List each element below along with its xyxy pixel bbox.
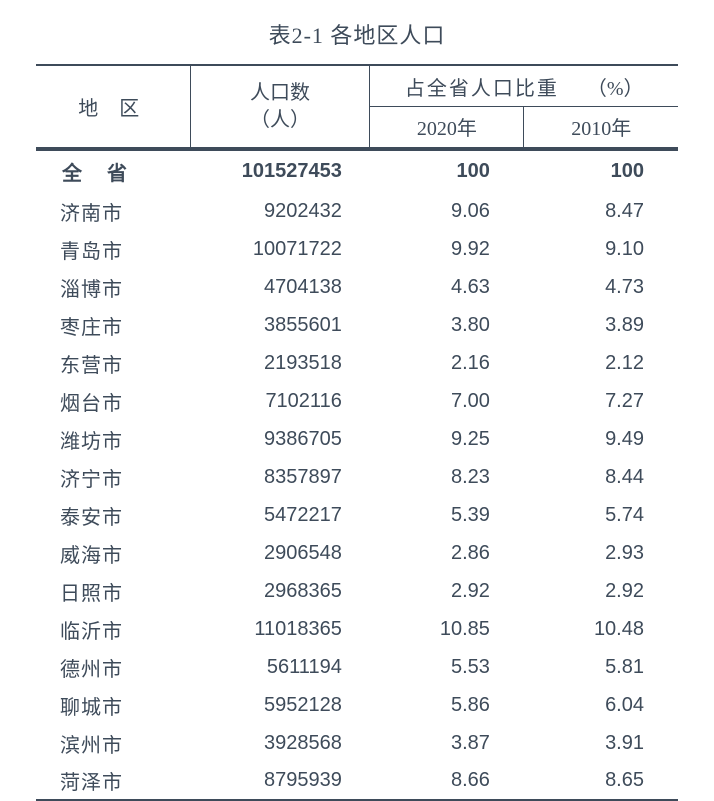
header-2020: 2020年 [370, 107, 524, 149]
cell-2020: 2.92 [370, 572, 524, 610]
cell-2020: 5.86 [370, 686, 524, 724]
cell-2010: 10.48 [524, 610, 678, 648]
cell-population: 5472217 [190, 496, 370, 534]
table-row: 泰安市54722175.395.74 [36, 496, 678, 534]
table-row: 威海市29065482.862.93 [36, 534, 678, 572]
cell-region: 聊城市 [36, 686, 190, 724]
cell-2010: 8.44 [524, 458, 678, 496]
cell-2010: 8.47 [524, 192, 678, 230]
cell-2020: 3.80 [370, 306, 524, 344]
table-row: 烟台市71021167.007.27 [36, 382, 678, 420]
table-row: 德州市56111945.535.81 [36, 648, 678, 686]
table-row: 潍坊市93867059.259.49 [36, 420, 678, 458]
cell-2020: 9.06 [370, 192, 524, 230]
cell-population: 4704138 [190, 268, 370, 306]
cell-2010: 2.92 [524, 572, 678, 610]
header-share-pct: （%） [587, 78, 644, 100]
cell-population: 9386705 [190, 420, 370, 458]
cell-2010: 2.93 [524, 534, 678, 572]
cell-2020: 3.87 [370, 724, 524, 762]
cell-population: 2193518 [190, 344, 370, 382]
cell-population: 9202432 [190, 192, 370, 230]
cell-2020: 2.16 [370, 344, 524, 382]
cell-population: 5952128 [190, 686, 370, 724]
cell-region: 临沂市 [36, 610, 190, 648]
cell-2010: 3.89 [524, 306, 678, 344]
cell-population: 3855601 [190, 306, 370, 344]
population-table: 地 区 人口数 （人） 占全省人口比重（%） 2020年 2010年 全 省10… [36, 64, 678, 801]
cell-2020: 9.25 [370, 420, 524, 458]
cell-population: 11018365 [190, 610, 370, 648]
cell-region: 东营市 [36, 344, 190, 382]
table-row: 临沂市1101836510.8510.48 [36, 610, 678, 648]
cell-2020: 100 [370, 150, 524, 192]
cell-2020: 5.53 [370, 648, 524, 686]
header-population-line1: 人口数 [250, 82, 310, 104]
table-body: 全 省101527453100100济南市92024329.068.47青岛市1… [36, 150, 678, 800]
cell-2020: 10.85 [370, 610, 524, 648]
cell-region: 济南市 [36, 192, 190, 230]
cell-2010: 9.10 [524, 230, 678, 268]
cell-2010: 3.91 [524, 724, 678, 762]
cell-2010: 100 [524, 150, 678, 192]
cell-population: 10071722 [190, 230, 370, 268]
table-row: 聊城市59521285.866.04 [36, 686, 678, 724]
cell-2020: 2.86 [370, 534, 524, 572]
header-share: 占全省人口比重 （%） [370, 65, 678, 107]
cell-region: 滨州市 [36, 724, 190, 762]
cell-region: 全 省 [36, 150, 190, 192]
cell-2020: 7.00 [370, 382, 524, 420]
table-row: 东营市21935182.162.12 [36, 344, 678, 382]
table-row: 淄博市47041384.634.73 [36, 268, 678, 306]
cell-population: 101527453 [190, 150, 370, 192]
cell-region: 德州市 [36, 648, 190, 686]
cell-2020: 9.92 [370, 230, 524, 268]
cell-region: 日照市 [36, 572, 190, 610]
cell-2010: 4.73 [524, 268, 678, 306]
cell-2010: 7.27 [524, 382, 678, 420]
cell-population: 7102116 [190, 382, 370, 420]
table-title: 表2-1 各地区人口 [36, 18, 678, 50]
cell-region: 威海市 [36, 534, 190, 572]
cell-region: 枣庄市 [36, 306, 190, 344]
table-row: 全 省101527453100100 [36, 150, 678, 192]
cell-2010: 8.65 [524, 762, 678, 800]
cell-2010: 9.49 [524, 420, 678, 458]
cell-2010: 6.04 [524, 686, 678, 724]
cell-2020: 8.66 [370, 762, 524, 800]
header-population-line2: （人） [250, 109, 310, 131]
table-row: 青岛市100717229.929.10 [36, 230, 678, 268]
cell-region: 青岛市 [36, 230, 190, 268]
cell-region: 菏泽市 [36, 762, 190, 800]
cell-2010: 5.81 [524, 648, 678, 686]
cell-population: 5611194 [190, 648, 370, 686]
cell-population: 8357897 [190, 458, 370, 496]
cell-region: 济宁市 [36, 458, 190, 496]
cell-population: 2906548 [190, 534, 370, 572]
table-row: 日照市29683652.922.92 [36, 572, 678, 610]
table-row: 菏泽市87959398.668.65 [36, 762, 678, 800]
header-2010: 2010年 [524, 107, 678, 149]
cell-region: 淄博市 [36, 268, 190, 306]
table-row: 枣庄市38556013.803.89 [36, 306, 678, 344]
cell-2020: 8.23 [370, 458, 524, 496]
cell-2020: 5.39 [370, 496, 524, 534]
cell-population: 8795939 [190, 762, 370, 800]
header-population: 人口数 （人） [190, 65, 370, 148]
header-share-label: 占全省人口比重 [405, 78, 559, 100]
cell-region: 烟台市 [36, 382, 190, 420]
header-region: 地 区 [36, 65, 190, 148]
cell-population: 2968365 [190, 572, 370, 610]
table-row: 济南市92024329.068.47 [36, 192, 678, 230]
cell-population: 3928568 [190, 724, 370, 762]
cell-region: 潍坊市 [36, 420, 190, 458]
table-row: 济宁市83578978.238.44 [36, 458, 678, 496]
cell-2010: 5.74 [524, 496, 678, 534]
cell-2010: 2.12 [524, 344, 678, 382]
cell-region: 泰安市 [36, 496, 190, 534]
cell-2020: 4.63 [370, 268, 524, 306]
table-row: 滨州市39285683.873.91 [36, 724, 678, 762]
